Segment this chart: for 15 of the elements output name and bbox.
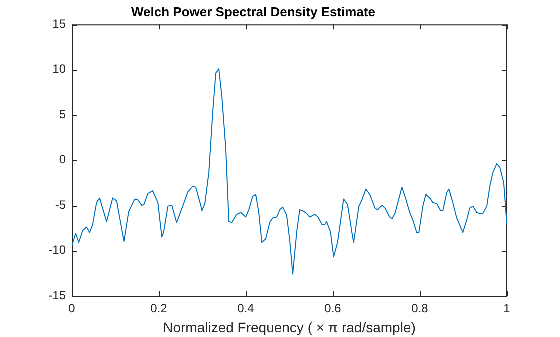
x-tick-label: 1 <box>504 302 511 316</box>
y-tick-label: -10 <box>48 243 66 258</box>
y-tick-label: -15 <box>48 288 66 302</box>
x-axis-title: Normalized Frequency ( × π rad/sample) <box>163 319 416 336</box>
y-tick-label: 10 <box>52 62 66 76</box>
x-tick-label: 0.4 <box>238 302 255 316</box>
chart-title: Welch Power Spectral Density Estimate <box>132 4 376 20</box>
y-tick-label: -5 <box>55 198 66 212</box>
x-tick-label: 0.2 <box>150 302 168 316</box>
y-tick-label: 15 <box>52 16 66 31</box>
x-tick-label: 0 <box>68 302 76 316</box>
x-tick-label: 0.6 <box>324 302 342 316</box>
y-tick-label: 0 <box>59 152 66 167</box>
x-tick-label: 0.8 <box>412 302 429 316</box>
y-tick-label: 5 <box>59 107 66 122</box>
